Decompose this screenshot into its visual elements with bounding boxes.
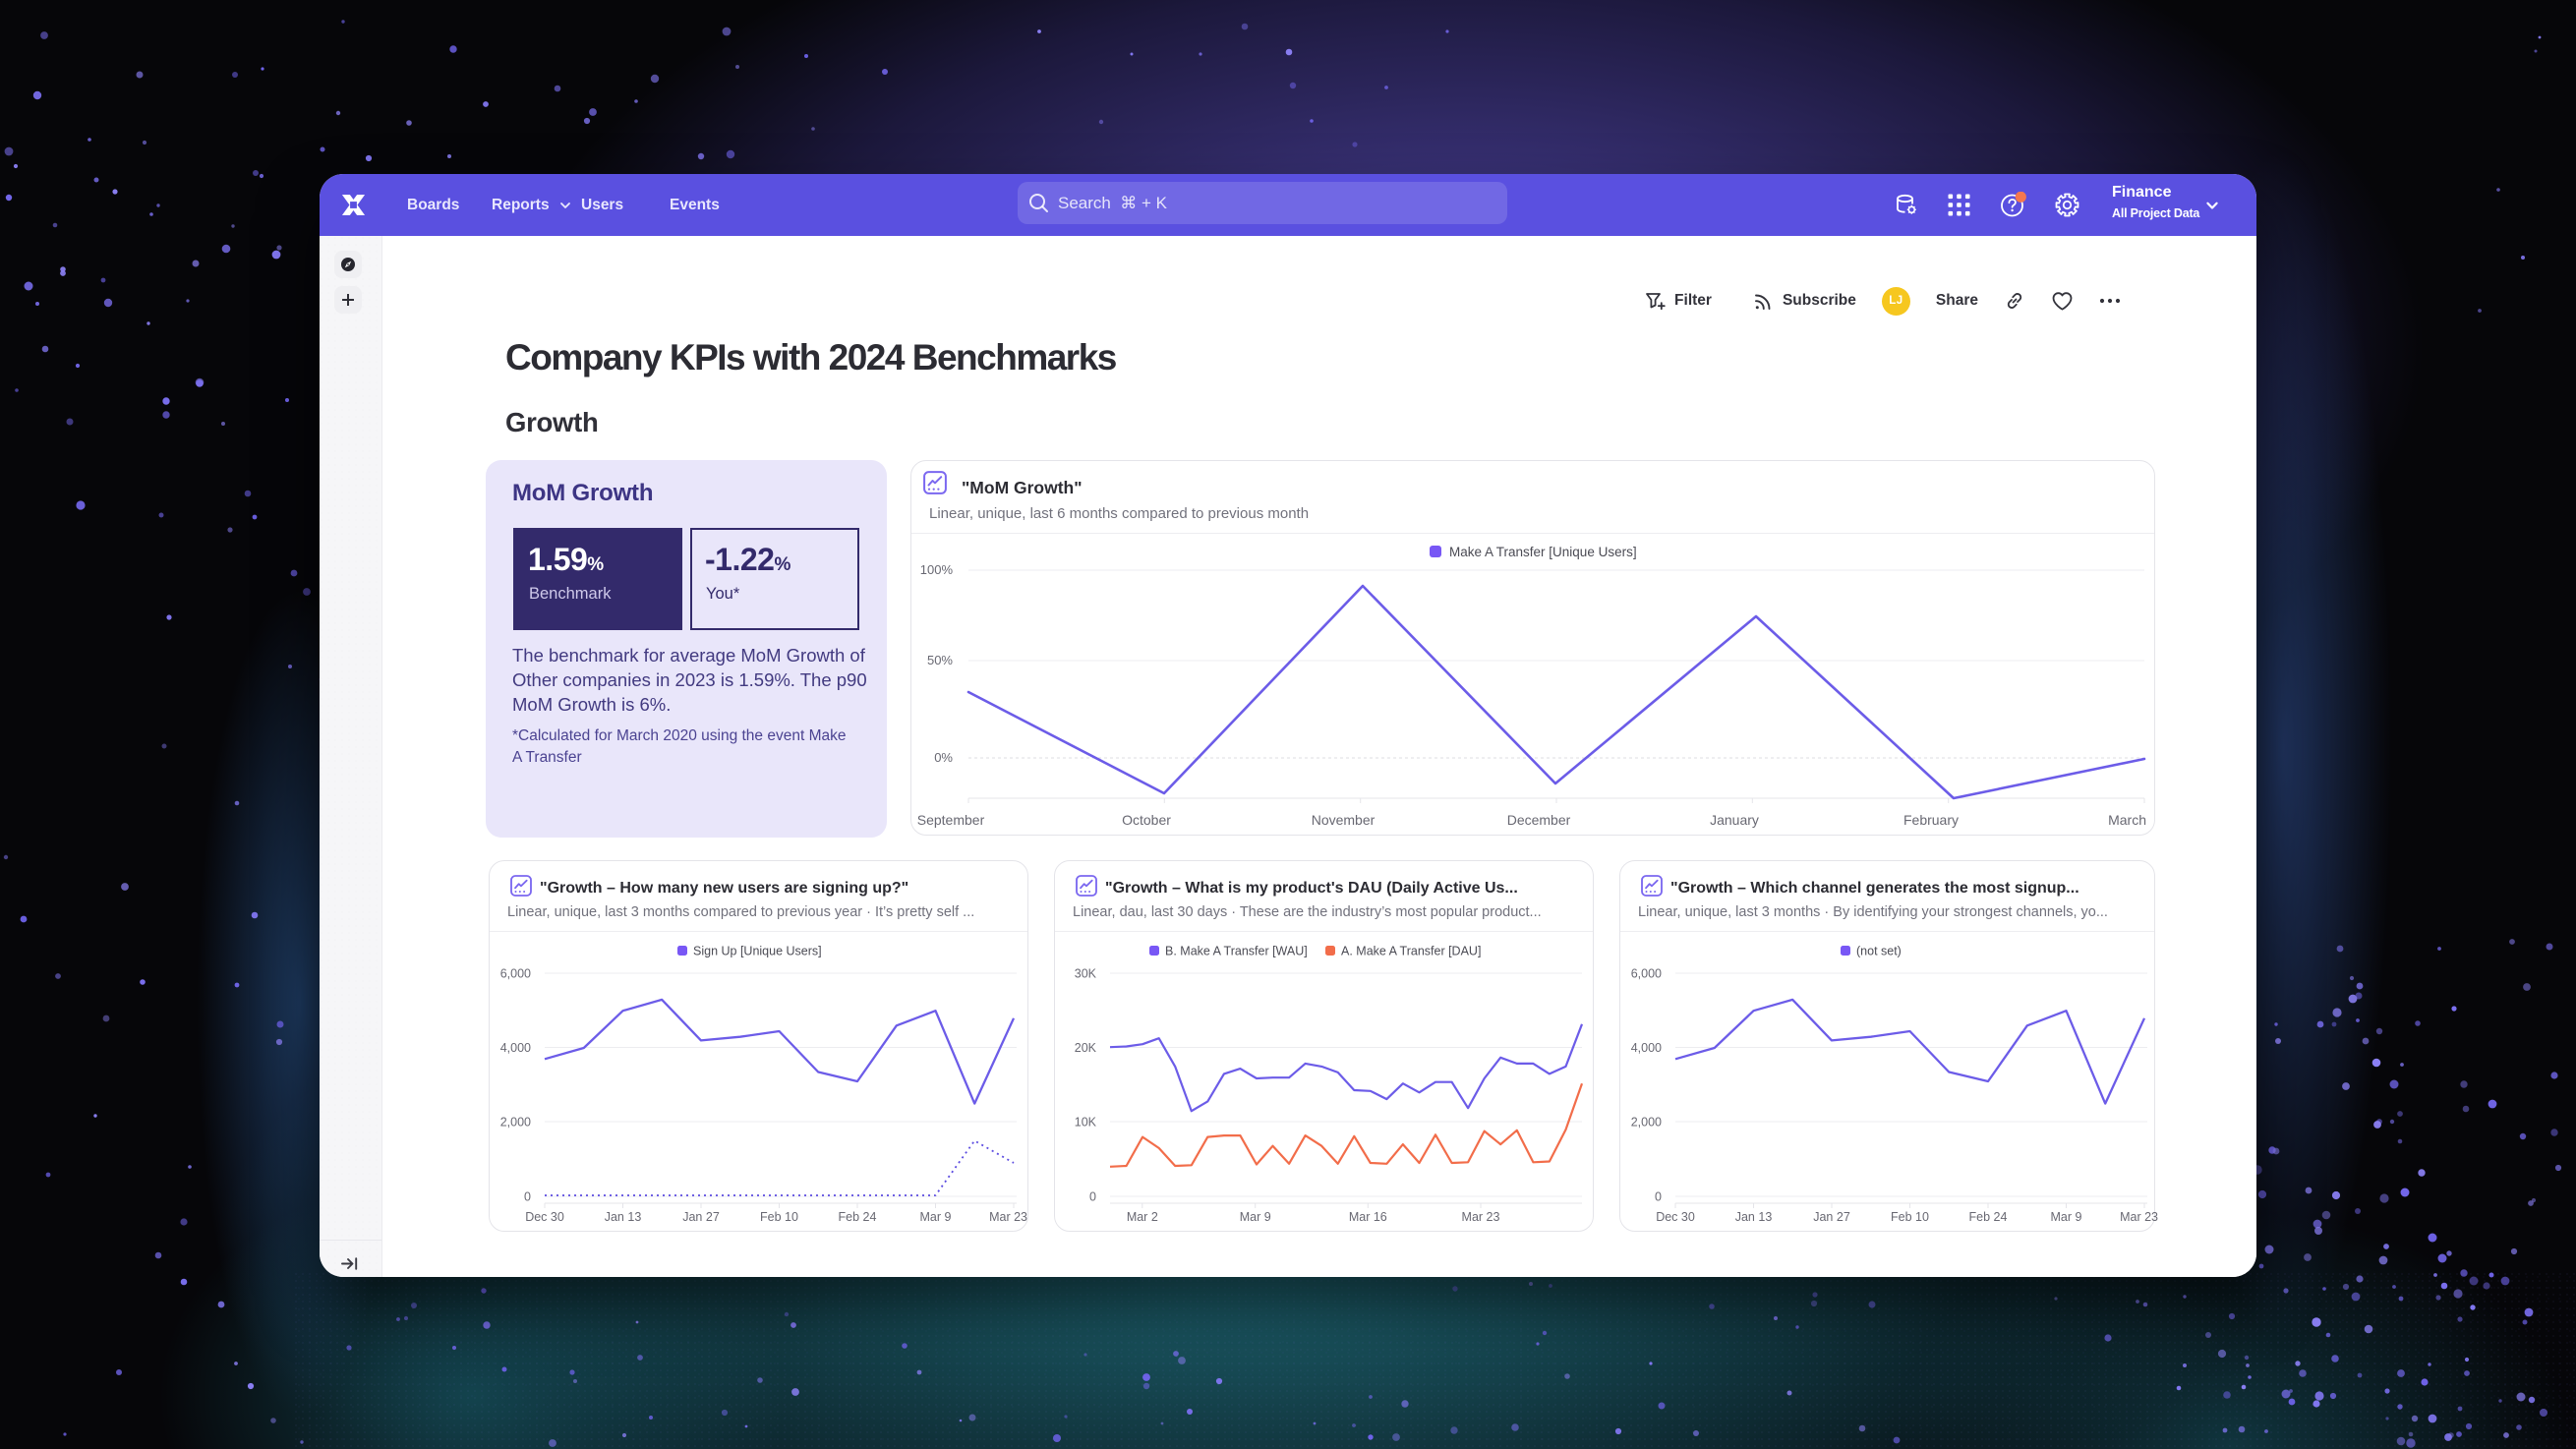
svg-text:Mar 2: Mar 2 xyxy=(1127,1210,1158,1224)
svg-text:Feb 24: Feb 24 xyxy=(839,1210,877,1224)
svg-text:Mar 9: Mar 9 xyxy=(2051,1210,2082,1224)
svg-text:0: 0 xyxy=(1089,1190,1096,1204)
svg-text:January: January xyxy=(1710,812,1759,828)
svg-text:Feb 10: Feb 10 xyxy=(760,1210,798,1224)
svg-text:0%: 0% xyxy=(934,750,953,765)
svg-text:February: February xyxy=(1903,812,1959,828)
svg-text:2,000: 2,000 xyxy=(1631,1116,1662,1130)
svg-text:6,000: 6,000 xyxy=(500,967,531,981)
svg-text:0: 0 xyxy=(1655,1190,1662,1204)
svg-text:Mar 16: Mar 16 xyxy=(1349,1210,1387,1224)
svg-text:March: March xyxy=(2108,812,2146,828)
svg-text:0: 0 xyxy=(524,1190,531,1204)
svg-text:Mar 23: Mar 23 xyxy=(1462,1210,1500,1224)
svg-text:Jan 27: Jan 27 xyxy=(682,1210,720,1224)
svg-text:December: December xyxy=(1507,812,1571,828)
svg-text:4,000: 4,000 xyxy=(500,1041,531,1055)
svg-text:A. Make A Transfer [DAU]: A. Make A Transfer [DAU] xyxy=(1341,945,1481,958)
svg-text:Feb 24: Feb 24 xyxy=(1969,1210,2008,1224)
svg-text:30K: 30K xyxy=(1075,967,1097,981)
svg-text:October: October xyxy=(1122,812,1171,828)
svg-text:Make A Transfer [Unique Users]: Make A Transfer [Unique Users] xyxy=(1449,545,1637,559)
svg-text:(not set): (not set) xyxy=(1856,945,1902,958)
svg-text:Mar 9: Mar 9 xyxy=(1240,1210,1271,1224)
svg-text:Feb 10: Feb 10 xyxy=(1891,1210,1929,1224)
svg-text:6,000: 6,000 xyxy=(1631,967,1662,981)
svg-text:September: September xyxy=(917,812,985,828)
svg-text:Mar 23: Mar 23 xyxy=(2120,1210,2158,1224)
svg-text:10K: 10K xyxy=(1075,1116,1097,1130)
svg-text:Dec 30: Dec 30 xyxy=(1656,1210,1695,1224)
svg-text:Sign Up [Unique Users]: Sign Up [Unique Users] xyxy=(693,945,822,958)
svg-text:B. Make A Transfer [WAU]: B. Make A Transfer [WAU] xyxy=(1165,945,1308,958)
svg-text:2,000: 2,000 xyxy=(500,1116,531,1130)
svg-text:20K: 20K xyxy=(1075,1041,1097,1055)
svg-text:Jan 13: Jan 13 xyxy=(1735,1210,1773,1224)
svg-text:Dec 30: Dec 30 xyxy=(525,1210,564,1224)
svg-text:Jan 13: Jan 13 xyxy=(605,1210,642,1224)
svg-text:Mar 23: Mar 23 xyxy=(989,1210,1027,1224)
svg-text:November: November xyxy=(1312,812,1376,828)
svg-text:Mar 9: Mar 9 xyxy=(920,1210,952,1224)
svg-text:50%: 50% xyxy=(927,653,953,667)
svg-text:4,000: 4,000 xyxy=(1631,1041,1662,1055)
svg-text:100%: 100% xyxy=(920,562,954,577)
svg-text:Jan 27: Jan 27 xyxy=(1813,1210,1850,1224)
